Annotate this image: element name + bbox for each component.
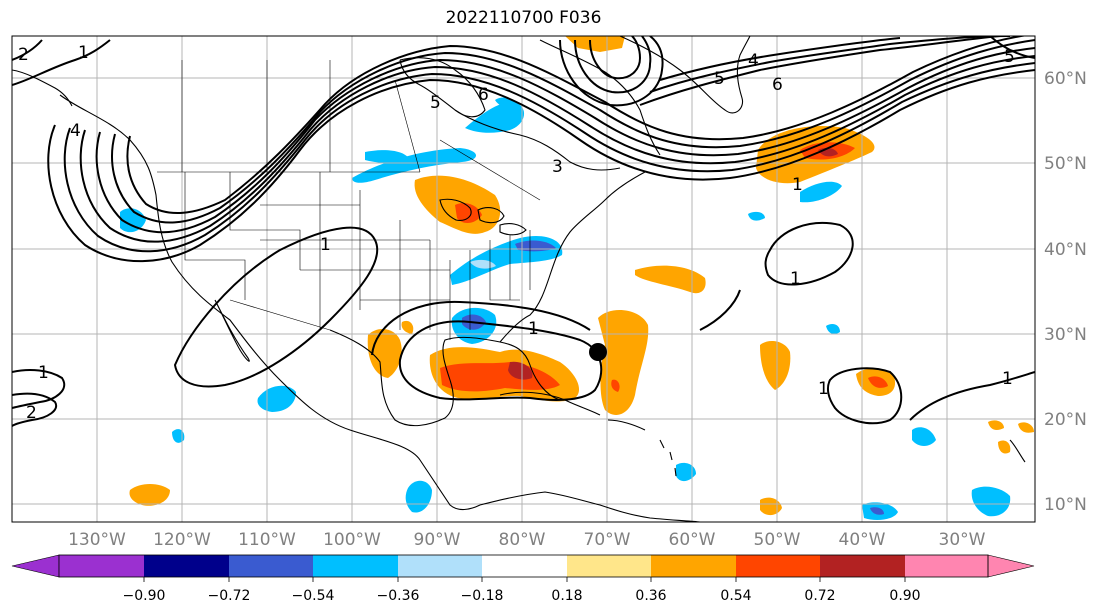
lon-label: 80°W xyxy=(499,530,546,550)
contour-label: 1 xyxy=(38,363,49,383)
lon-label: 130°W xyxy=(68,530,126,550)
contour-label: 4 xyxy=(70,121,81,141)
lat-label: 10°N xyxy=(1044,495,1087,515)
colorbar-tick-label: 0.36 xyxy=(635,588,666,604)
shaded-anomalies xyxy=(120,36,1034,520)
longitude-labels: 130°W 120°W 110°W 100°W 90°W 80°W 70°W 6… xyxy=(68,530,986,550)
contour-label: 1 xyxy=(528,319,539,339)
colorbar-segment xyxy=(736,555,820,577)
contour-labels: 2 1 4 6 5 4 6 5 3 1 1 1 1 1 2 1 1 5 xyxy=(18,43,1015,423)
lon-label: 100°W xyxy=(323,530,381,550)
contour-label: 1 xyxy=(792,175,803,195)
colorbar-tick-label: −0.90 xyxy=(123,588,166,604)
colorbar-extend-min xyxy=(11,554,60,578)
colorbar-segment xyxy=(820,555,905,577)
lon-label: 40°W xyxy=(839,530,886,550)
colorbar-tick-label: −0.72 xyxy=(208,588,251,604)
colorbar-segment xyxy=(229,555,313,577)
lon-label: 50°W xyxy=(754,530,801,550)
storm-center-marker xyxy=(589,343,607,361)
lat-label: 20°N xyxy=(1044,410,1087,430)
colorbar-tick-label: −0.54 xyxy=(292,588,335,604)
lat-label: 40°N xyxy=(1044,240,1087,260)
colorbar-segment xyxy=(398,555,482,577)
colorbar-tick-label: 0.90 xyxy=(889,588,920,604)
contour-label: 5 xyxy=(430,93,441,113)
colorbar-segment xyxy=(313,555,398,577)
contour-label: 5 xyxy=(1004,47,1015,67)
lat-label: 30°N xyxy=(1044,325,1087,345)
colorbar-tick-label: −0.18 xyxy=(461,588,504,604)
colorbar-extend-max xyxy=(987,554,1035,578)
colorbar-tick-label: 0.72 xyxy=(804,588,835,604)
contour-label: 2 xyxy=(26,403,37,423)
lon-label: 120°W xyxy=(153,530,211,550)
colorbar-segment xyxy=(567,555,651,577)
map-title: 2022110700 F036 xyxy=(445,8,602,28)
map-frame xyxy=(11,35,1036,523)
colorbar-segment xyxy=(482,555,567,577)
lon-label: 70°W xyxy=(584,530,631,550)
lat-label: 50°N xyxy=(1044,154,1087,174)
colorbar-tick-label: 0.54 xyxy=(720,588,751,604)
contour-label: 3 xyxy=(552,157,563,177)
graticule xyxy=(12,36,1035,522)
contour-lines xyxy=(12,36,1035,427)
colorbar-segment xyxy=(59,555,144,577)
contour-label: 6 xyxy=(478,85,489,105)
lon-label: 110°W xyxy=(238,530,296,550)
colorbar: −0.90 −0.72 −0.54 −0.36 −0.18 0.18 0.36 … xyxy=(11,554,1035,604)
lon-label: 30°W xyxy=(939,530,986,550)
lat-label: 60°N xyxy=(1044,69,1087,89)
latitude-labels: 60°N 50°N 40°N 30°N 20°N 10°N xyxy=(1044,69,1087,515)
lon-label: 60°W xyxy=(669,530,716,550)
colorbar-segment xyxy=(144,555,229,577)
contour-label: 2 xyxy=(18,45,29,65)
colorbar-tick-label: −0.36 xyxy=(377,588,420,604)
colorbar-segment xyxy=(905,555,988,577)
colorbar-segment xyxy=(651,555,736,577)
contour-label: 5 xyxy=(714,69,725,89)
contour-label: 1 xyxy=(790,269,801,289)
colorbar-tick-label: 0.18 xyxy=(551,588,582,604)
contour-label: 1 xyxy=(1002,369,1013,389)
contour-label: 6 xyxy=(772,75,783,95)
contour-label: 1 xyxy=(320,235,331,255)
contour-label: 1 xyxy=(78,43,89,63)
lon-label: 90°W xyxy=(414,530,461,550)
contour-label: 4 xyxy=(748,51,759,71)
political-boundaries xyxy=(157,60,541,340)
contour-label: 1 xyxy=(818,379,829,399)
